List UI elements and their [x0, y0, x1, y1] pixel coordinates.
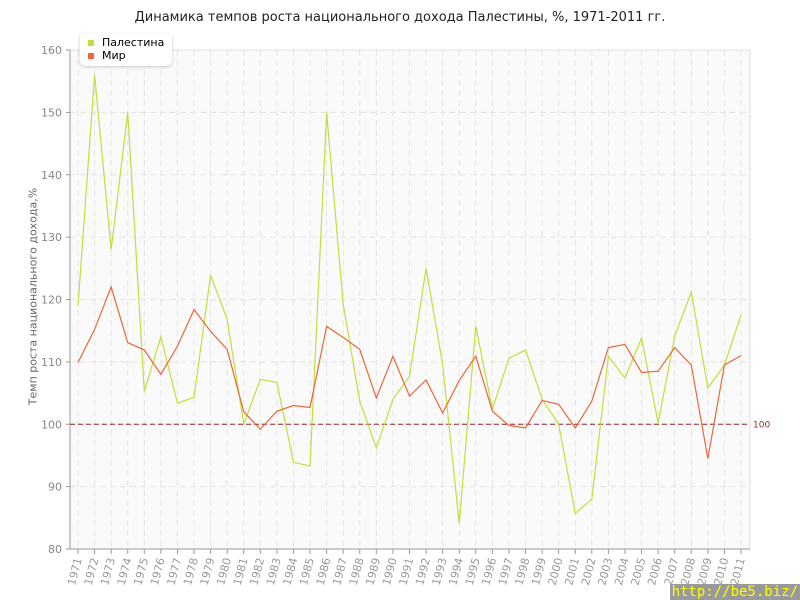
- y-axis-label: Темп роста национального дохода,%: [26, 187, 40, 406]
- legend-swatch: [88, 52, 94, 59]
- series-line-0: [77, 74, 742, 524]
- y-tick-label: 160: [41, 44, 62, 57]
- legend-swatch: [88, 39, 94, 46]
- y-tick-label: 120: [41, 294, 62, 307]
- watermark[interactable]: http://be5.biz/: [669, 584, 800, 600]
- y-tick-label: 80: [48, 543, 62, 556]
- y-tick-label: 90: [48, 481, 62, 494]
- y-tick-label: 130: [41, 231, 62, 244]
- y-tick-label: 110: [41, 356, 62, 369]
- legend-item-world: Мир: [88, 49, 164, 62]
- legend-item-palestine: Палестина: [88, 36, 164, 49]
- y-tick-label: 150: [41, 106, 62, 119]
- x-tick-label: 2011: [728, 556, 748, 586]
- y-tick-label: 100: [41, 418, 62, 431]
- legend: Палестина Мир: [80, 34, 173, 66]
- chart-title: Динамика темпов роста национального дохо…: [134, 10, 666, 25]
- y-tick-label: 140: [41, 169, 62, 182]
- reference-line-label: 100: [753, 420, 770, 430]
- series-line-1: [77, 285, 742, 459]
